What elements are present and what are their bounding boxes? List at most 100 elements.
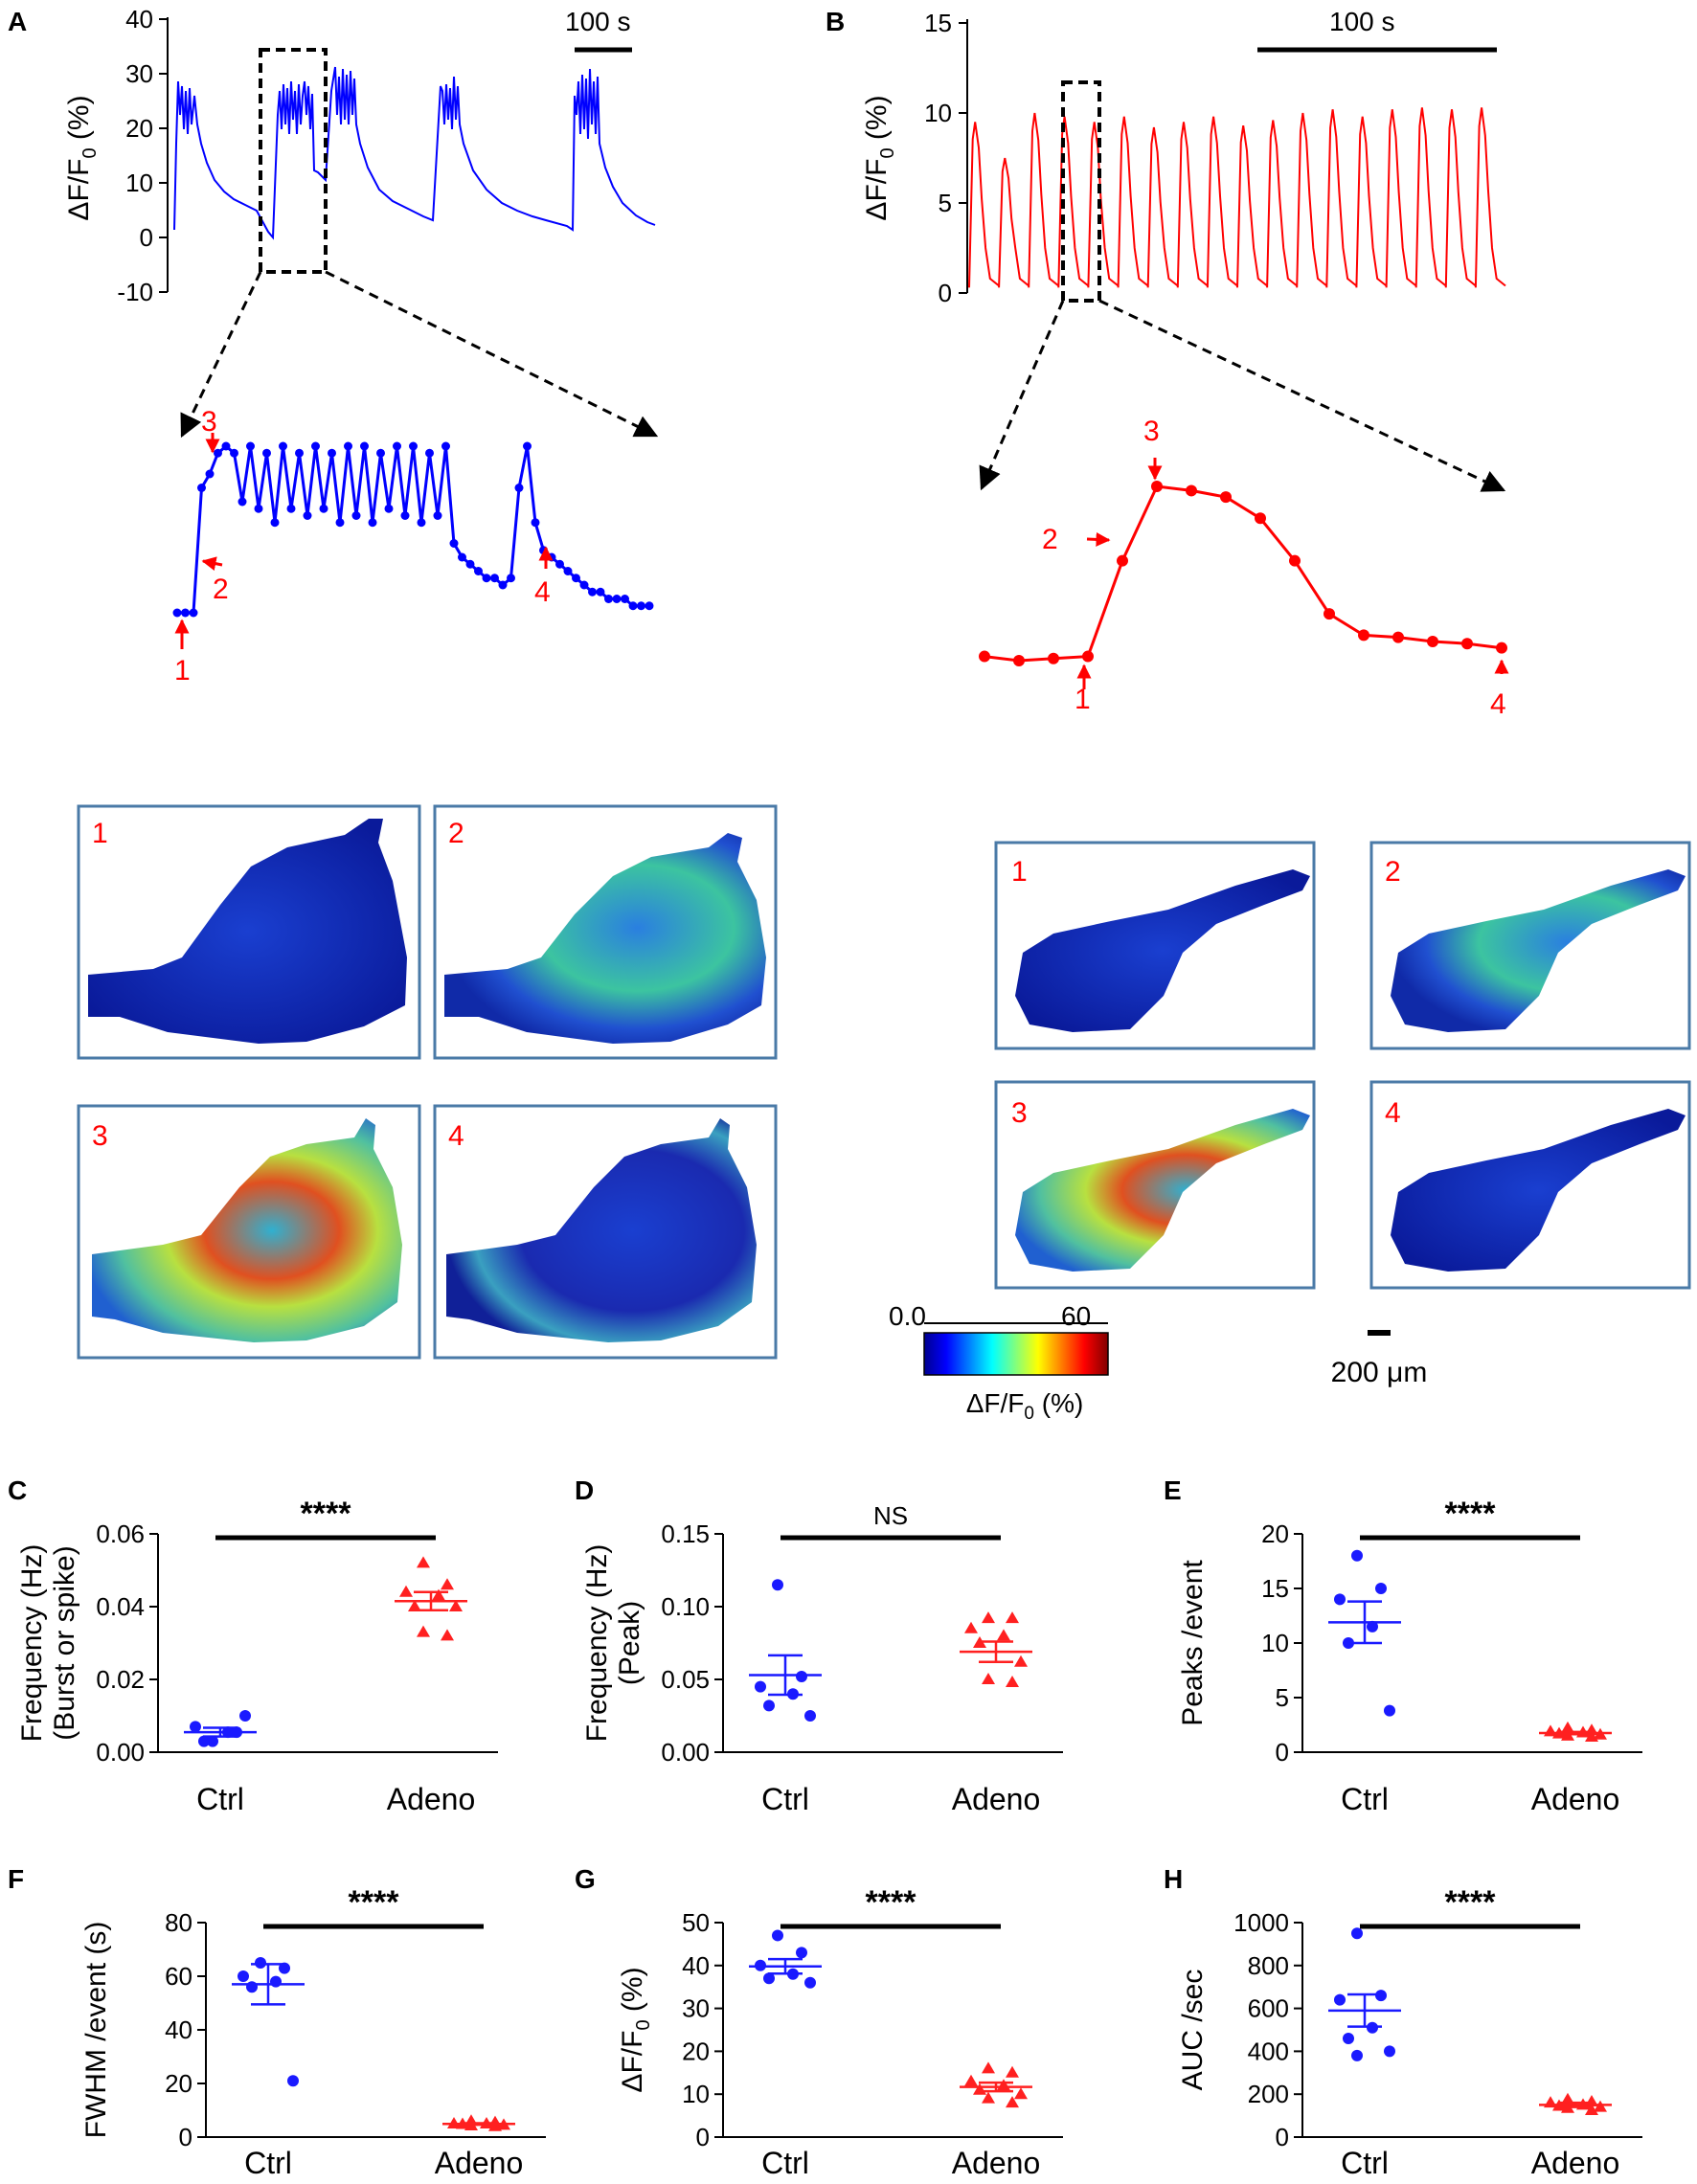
panel-a-zoom-point: [441, 441, 450, 451]
panel-a-zoom-point: [628, 601, 638, 611]
panel-label-g: G: [575, 1864, 596, 1894]
panel-b-ytick-10: 10: [924, 99, 952, 127]
panel-b-heatmap-cell-1: [1015, 869, 1310, 1032]
panel-d-data-point: [787, 1688, 799, 1700]
panel-a-zoom-point: [572, 574, 580, 583]
panel-b-zoom-point: [1427, 636, 1438, 648]
panel-a-zoom-point: [465, 559, 475, 569]
panel-a-zoom-point: [270, 518, 280, 528]
panel-a-heatmap-label-2: 2: [448, 818, 464, 849]
panel-label-h: H: [1164, 1864, 1183, 1894]
panel-a-zoom-point: [189, 608, 198, 618]
panel-e-data-point: [1351, 1549, 1363, 1562]
panel-e-category-label: Adeno: [1531, 1782, 1620, 1816]
panel-b-zoom-point: [1151, 481, 1163, 492]
panel-d-data-point: [755, 1680, 766, 1693]
panel-h-ytick-label: 1000: [1233, 1908, 1289, 1937]
panel-b-zoom-point: [1289, 554, 1301, 567]
panel-e-data-point: [1375, 1583, 1387, 1594]
panel-f-ytick-label: 80: [165, 1908, 192, 1937]
panel-e-data-point: [1585, 1730, 1598, 1743]
panel-h-data-point: [1544, 2096, 1557, 2108]
panel-h-data-point: [1561, 2101, 1574, 2113]
panel-a-marker-1: 1: [174, 655, 191, 687]
panel-g-data-point: [982, 2061, 995, 2074]
panel-g-data-point: [1006, 2065, 1019, 2078]
panel-c-ytick-label: 0.06: [96, 1520, 145, 1548]
panel-a-zoom-point: [205, 469, 215, 479]
panel-e-data-point: [1561, 1721, 1574, 1733]
panel-h-data-point: [1375, 1990, 1387, 2002]
panel-a-scalebar-label: 100 s: [565, 7, 631, 36]
panel-d-data-point: [1006, 1676, 1019, 1688]
panel-e-significance-label: ****: [1445, 1496, 1497, 1532]
panel-a-zoom-point: [376, 448, 385, 458]
panel-e-data-point: [1343, 1637, 1354, 1649]
panel-f-ytick-label: 20: [165, 2069, 192, 2098]
panel-label-b: B: [826, 7, 845, 36]
panel-a-heatmap-grid: 1 2 3 4: [77, 804, 778, 1360]
panel-g-data-point: [964, 2074, 978, 2086]
micron-scalebar-label: 200 μm: [1331, 1357, 1428, 1388]
panel-d-data-point: [997, 1629, 1010, 1641]
panel-g-data-point: [1006, 2096, 1019, 2108]
panel-a-zoom-point: [621, 595, 629, 603]
panel-a-zoom-point: [596, 587, 605, 597]
panel-h-data-point: [1334, 1993, 1346, 2006]
panel-a-zoom-box: [259, 48, 328, 274]
panel-d-category-label: Ctrl: [761, 1782, 809, 1816]
panel-a-ytick-10: 10: [125, 169, 153, 197]
panel-h-data-point: [1351, 2049, 1363, 2061]
panel-g-data-point: [997, 2079, 1010, 2091]
panel-a-zoom-point: [449, 539, 459, 548]
panel-a-zoom-point: [425, 448, 434, 458]
panel-f-data-point: [255, 1957, 266, 1969]
panel-f-data-point: [447, 2117, 461, 2128]
panel-b-zoom-point: [1117, 554, 1128, 567]
panel-a-heatmap-cell-1: [88, 819, 407, 1044]
panel-h-data-point: [1561, 2092, 1574, 2105]
panel-a-zoom-point: [368, 518, 377, 528]
panel-f-ytick-label: 0: [179, 2123, 192, 2151]
panel-g-ytick-label: 40: [682, 1951, 710, 1980]
panel-a-zoom-point: [384, 504, 394, 513]
panel-a-zoom-point: [482, 574, 491, 583]
panel-c-data-point: [207, 1735, 218, 1747]
panel-a-zoom-trace: [172, 441, 654, 618]
panel-h-data-point: [1552, 2099, 1566, 2111]
panel-a-zoom-point: [279, 441, 287, 451]
panel-d-ytick-label: 0.00: [661, 1738, 710, 1767]
panel-h-ytick-label: 200: [1248, 2080, 1289, 2108]
panel-c-data-point: [239, 1710, 251, 1722]
panel-b-marker-3: 3: [1143, 416, 1160, 447]
panel-b-zoom-point: [1220, 491, 1232, 504]
panel-a-ytick-neg10: -10: [117, 278, 153, 306]
panel-d-significance-label: NS: [873, 1501, 908, 1530]
panel-b-heatmap-label-3: 3: [1011, 1097, 1028, 1129]
panel-c-data-point: [432, 1588, 445, 1601]
panel-b-ytick-0: 0: [939, 279, 952, 307]
panel-a-zoom-point: [507, 574, 515, 583]
panel-b-zoom-box: [1061, 80, 1101, 303]
panel-b-zoom-arrow-right: [1098, 299, 1506, 492]
panel-a-zoom-point: [612, 595, 622, 603]
panel-h-data-point: [1351, 1927, 1363, 1940]
panel-f-data-point: [246, 1981, 258, 1993]
panel-h-ylabel: AUC /sec: [1177, 1970, 1209, 2091]
panel-b-ytick-5: 5: [939, 189, 952, 217]
panel-g-data-point: [796, 1947, 807, 1959]
panel-f-ytick-label: 60: [165, 1962, 192, 1991]
panel-b-zoom-point: [1496, 642, 1507, 654]
panel-e-data-point: [1561, 1728, 1574, 1741]
panel-a-heatmap-cell-3: [92, 1118, 402, 1342]
panel-f-data-point: [456, 2117, 469, 2129]
panel-a-zoom-point: [588, 587, 597, 597]
panel-c-ytick-label: 0.02: [96, 1665, 145, 1694]
panel-label-a: A: [8, 7, 27, 36]
panel-a-zoom-point: [230, 448, 238, 458]
panel-a-zoom-point: [417, 518, 426, 528]
panel-h-data-point: [1384, 2045, 1395, 2058]
panel-label-f: F: [8, 1864, 24, 1894]
panel-d-data-point: [964, 1621, 978, 1633]
panel-d-category-label: Adeno: [952, 1782, 1041, 1816]
